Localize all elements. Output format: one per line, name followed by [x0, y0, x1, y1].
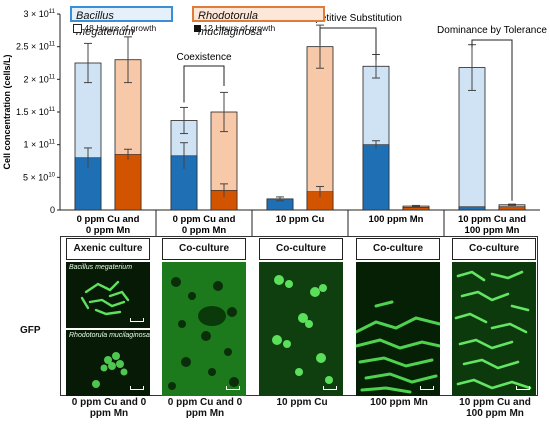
coculture-2-graphic — [259, 262, 343, 396]
bar-48h — [306, 46, 334, 211]
annotation-coexistence: Coexistence — [176, 52, 231, 63]
x-tick-label: 0 ppm Cu and — [77, 214, 140, 225]
y-axis-label: Cell concentration (cells/L) — [2, 54, 12, 169]
rhodotorula-cells-graphic — [92, 352, 128, 388]
legend-48h: 48 Hours of growth — [73, 23, 156, 34]
legend-48h-label: 48 Hours of growth — [84, 23, 157, 33]
bracket-competitive-substitution — [319, 27, 377, 61]
panel-header-4-text: Co-culture — [373, 243, 423, 254]
coculture-4-graphic — [452, 262, 536, 396]
annotation-dominance-by-tolerance: Dominance by Tolerance — [437, 25, 547, 36]
legend-12h-swatch — [194, 25, 201, 33]
bar-12h — [362, 144, 390, 211]
micro-label-bacillus: Bacillus megaterium — [69, 264, 133, 271]
annotation-competitive-substitution: Competitive Substitution — [294, 13, 402, 24]
legend-48h-swatch — [73, 24, 82, 34]
y-tick-label: 5 × 1010 — [23, 172, 56, 182]
legend-12h: 12 Hours of growth — [194, 23, 275, 34]
x-tick-label: 10 ppm Cu and — [458, 214, 526, 225]
bar-12h — [402, 207, 430, 211]
micrograph-coculture-3 — [356, 262, 440, 396]
legend-rhodotorula: Rhodotorula mucilaginosa — [192, 6, 325, 38]
x-tick-label: 0 ppm Mn — [86, 225, 131, 236]
y-tick-label: 0 — [50, 205, 55, 215]
legend-rhodotorula-label: Rhodotorula mucilaginosa — [198, 10, 263, 38]
x-tick-label: 0 ppm Cu and — [173, 214, 236, 225]
coculture-3-graphic — [356, 262, 440, 396]
micrograph-coculture-1 — [162, 262, 246, 396]
bottom-label-2: 0 ppm Cu and 0 ppm Mn — [167, 397, 243, 419]
panel-header-1-text: Axenic culture — [73, 243, 143, 254]
panel-header-5: Co-culture — [452, 238, 536, 260]
row-label-gfp: GFP — [20, 325, 41, 336]
micrograph-axenic-bacillus: Bacillus megaterium — [66, 262, 150, 328]
micrograph-coculture-4 — [452, 262, 536, 396]
x-tick-label: 10 ppm Cu — [276, 214, 325, 225]
bar-12h — [74, 157, 102, 211]
scale-bar-icon — [420, 386, 434, 390]
micrograph-axenic-rhodotorula: Rhodotorula mucilaginosa — [66, 330, 150, 396]
bracket-coexistence — [183, 65, 225, 103]
bar-12h — [170, 155, 198, 211]
legend-bacillus-label: Bacillus megaterium — [76, 10, 135, 38]
x-tick-label: 100 ppm Mn — [465, 225, 520, 236]
legend-12h-label: 12 Hours of growth — [203, 23, 276, 33]
panel-header-5-text: Co-culture — [469, 243, 519, 254]
bar-12h — [498, 206, 526, 211]
legend-bacillus: Bacillus megaterium — [70, 6, 173, 38]
scale-bar-icon — [130, 318, 144, 322]
scale-bar-icon — [226, 386, 240, 390]
x-tick-label: 0 ppm Mn — [182, 225, 227, 236]
y-tick-label: 3 × 1011 — [23, 9, 55, 19]
panel-header-4: Co-culture — [356, 238, 440, 260]
bar-12h — [458, 206, 486, 211]
y-tick-label: 2 × 1011 — [23, 74, 55, 84]
scale-bar-icon — [516, 386, 530, 390]
y-tick-label: 1.5 × 1011 — [16, 107, 56, 117]
scale-bar-icon — [323, 386, 337, 390]
panel-header-3: Co-culture — [259, 238, 343, 260]
bar-chart: 0 5 × 1010 1 × 1011 1.5 × 1011 2 × 1011 2.5 ×… — [2, 9, 547, 236]
y-tick-label: 1 × 1011 — [23, 140, 55, 150]
bottom-label-1: 0 ppm Cu and 0 ppm Mn — [71, 397, 147, 419]
scale-bar-icon — [130, 386, 144, 390]
bar-48h — [458, 67, 486, 211]
panel-header-2-text: Co-culture — [179, 243, 229, 254]
panel-header-2: Co-culture — [162, 238, 246, 260]
panel-header-3-text: Co-culture — [276, 243, 326, 254]
micrograph-coculture-2 — [259, 262, 343, 396]
x-tick-label: 100 ppm Mn — [369, 214, 424, 225]
coculture-1-graphic — [162, 262, 246, 396]
y-tick-label: 2.5 × 1011 — [16, 42, 56, 52]
micro-label-rhodotorula: Rhodotorula mucilaginosa — [69, 332, 150, 339]
bacillus-cells-graphic — [80, 280, 130, 316]
bracket-dominance-by-tolerance — [471, 39, 513, 201]
bottom-label-4: 100 ppm Mn — [370, 397, 428, 408]
bar-12h — [114, 154, 142, 211]
bottom-label-3: 10 ppm Cu — [276, 397, 328, 408]
panel-header-1: Axenic culture — [66, 238, 150, 260]
bottom-label-5: 10 ppm Cu and 100 ppm Mn — [459, 397, 531, 419]
